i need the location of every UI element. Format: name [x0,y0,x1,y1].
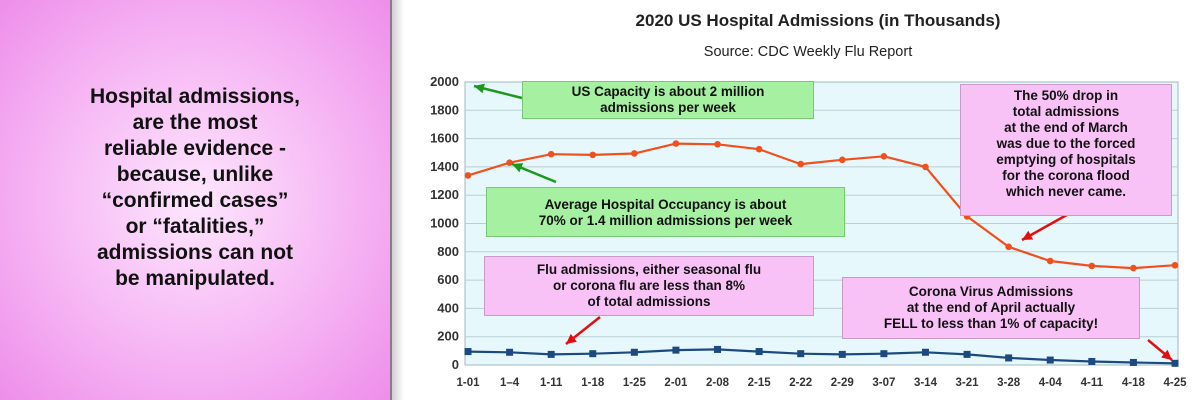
occupancy-arrow [511,162,557,184]
x-tick-label: 4-25 [1163,377,1187,389]
flu-admissions-point [672,346,680,354]
flu-admissions-point [1171,359,1179,367]
series-group [464,140,1179,367]
flu-admissions-point [921,348,929,356]
chart-subtitle: Source: CDC Weekly Flu Report [704,44,912,60]
x-tick-label: 4-18 [1122,377,1146,389]
x-tick-label: 4-04 [1039,377,1063,389]
flu-arrow-head [566,333,577,344]
flu-admissions-point [880,350,888,358]
flu-admissions-point [1129,358,1137,366]
total-admissions-point [631,150,638,157]
drop-callout: The 50% drop in total admissions at the … [960,84,1172,216]
x-tick-label: 1-01 [456,377,480,389]
x-tick-label: 3-28 [997,377,1021,389]
y-tick-label: 600 [437,272,459,287]
x-tick-label: 2-22 [789,377,812,389]
x-tick-label: 2-29 [831,377,854,389]
flu-admissions-point [1005,354,1013,362]
corona-arrow [1147,339,1173,361]
flu-admissions-point [1046,356,1054,364]
annotation-arrows [473,83,1173,361]
flu-admissions-point [1088,357,1096,365]
capacity-arrow-head [474,83,485,94]
total-admissions-point [1171,261,1179,269]
capacity-callout: US Capacity is about 2 million admission… [522,81,814,119]
x-tick-label: 3-07 [872,377,895,389]
y-tick-label: 1600 [430,131,459,146]
capacity-arrow [473,83,523,100]
x-tick-label: 3-14 [914,377,938,389]
total-admissions-point [1046,257,1054,265]
y-tick-label: 1800 [430,102,459,117]
flu-admissions-point [589,350,597,358]
x-tick-label: 1-25 [623,377,647,389]
total-admissions-point [1088,262,1096,270]
total-admissions-line [467,142,1176,270]
x-tick-label: 2-01 [664,377,688,389]
total-admissions-point [922,163,929,171]
total-admissions-point [547,150,555,158]
flu-admissions-point [797,350,805,358]
x-tick-label: 1-18 [581,377,605,389]
flu-admissions-point [630,348,638,356]
x-tick-label: 1–4 [500,377,520,389]
y-tick-label: 800 [437,244,459,259]
y-tick-label: 1200 [430,187,459,202]
flu-admissions-point [464,348,472,356]
x-tick-label: 4-11 [1081,377,1104,389]
flu-callout: Flu admissions, either seasonal flu or c… [484,256,814,316]
chart-panel: 2020 US Hospital Admissions (in Thousand… [404,0,1200,400]
total-admissions-point [464,172,472,179]
total-admissions-point [714,140,721,148]
flu-admissions-point [838,350,846,358]
x-tick-labels: 1-01 1–4 1-11 1-18 1-25 2-01 2-08 2-15 2-22 2-29 3… [456,377,1187,389]
occupancy-arrow-head [512,163,524,173]
corona-callout: Corona Virus Admissions at the end of Ap… [842,277,1140,339]
y-tick-label: 1000 [430,216,459,231]
left-panel-text: Hospital admissions, are the most reliab… [89,85,301,290]
total-admissions-point [672,140,680,147]
flu-admissions-point [547,350,555,358]
x-tick-label: 2-08 [706,377,730,389]
chart-title: 2020 US Hospital Admissions (in Thousand… [636,11,1001,30]
total-admissions-point [755,145,763,153]
x-tick-label: 3-21 [956,377,980,389]
flu-arrow [565,316,601,345]
total-admissions-point [838,156,846,164]
y-tick-label: 2000 [430,74,459,89]
y-tick-label: 1400 [430,159,459,174]
flu-admissions-point [506,348,514,356]
total-admissions-point [506,159,513,166]
drop-arrow-head [1022,230,1034,240]
flu-admissions-point [963,350,971,358]
occupancy-callout: Average Hospital Occupancy is about 70% … [486,187,845,237]
y-tick-label: 0 [452,357,459,372]
total-admissions-point [1005,243,1012,251]
drop-arrow [1021,210,1073,242]
flu-admissions-line [467,348,1176,365]
flu-admissions-point [755,348,763,356]
x-tick-label: 2-15 [748,377,772,389]
x-tick-label: 1-11 [540,377,563,389]
left-panel: Hospital admissions, are the most reliab… [0,0,392,400]
flu-admissions-point [714,345,722,353]
corona-arrow-head [1161,349,1172,360]
y-tick-label: 200 [437,329,459,344]
y-tick-label: 400 [437,300,459,315]
total-admissions-point [880,152,888,160]
y-tick-labels: 0 200 400 600 800 1000 1200 1400 1600 1800 2000 [430,74,459,372]
total-admissions-point [589,151,597,159]
panel-divider [392,0,404,400]
total-admissions-point [797,160,805,168]
total-admissions-point [1130,264,1137,272]
